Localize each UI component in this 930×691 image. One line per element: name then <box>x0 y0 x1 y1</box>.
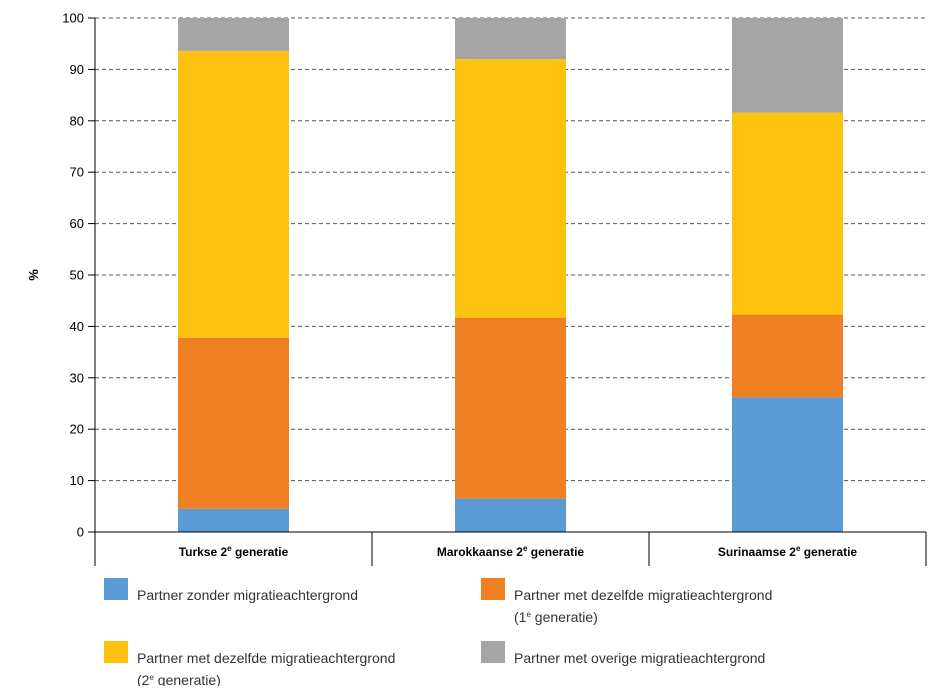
legend-swatch <box>481 578 505 600</box>
y-axis-label: % <box>26 269 41 281</box>
bar-segment <box>455 59 566 318</box>
y-tick-label: 60 <box>70 216 84 231</box>
bar-segment <box>178 18 289 51</box>
legend-swatch <box>104 578 128 600</box>
y-tick-label: 80 <box>70 113 84 128</box>
bar-segment <box>455 317 566 499</box>
bar-segment <box>455 498 566 532</box>
y-tick-label: 50 <box>70 268 84 283</box>
y-tick-label: 10 <box>70 473 84 488</box>
y-tick-label: 40 <box>70 319 84 334</box>
bar-segment <box>178 508 289 532</box>
legend-swatch <box>104 641 128 663</box>
y-tick-label: 30 <box>70 370 84 385</box>
x-tick-label: Turkse 2e generatie <box>179 544 289 559</box>
bar-segment <box>732 112 843 315</box>
bar-segment <box>732 314 843 398</box>
x-tick-label: Surinaamse 2e generatie <box>718 544 858 559</box>
bar-segment <box>178 337 289 509</box>
x-tick-label: Marokkaanse 2e generatie <box>437 544 585 559</box>
legend-label: (2e generatie) <box>137 672 221 686</box>
y-tick-label: 20 <box>70 422 84 437</box>
bar-segment <box>178 50 289 338</box>
legend-label: Partner met dezelfde migratieachtergrond <box>137 650 395 666</box>
bar-segment <box>455 18 566 60</box>
legend-label: Partner met overige migratieachtergrond <box>514 650 765 666</box>
y-tick-label: 70 <box>70 165 84 180</box>
y-tick-label: 0 <box>77 525 84 540</box>
y-tick-label: 100 <box>62 11 84 26</box>
bar-segment <box>732 397 843 532</box>
y-tick-label: 90 <box>70 62 84 77</box>
legend-swatch <box>481 641 505 663</box>
legend-label: Partner met dezelfde migratieachtergrond <box>514 587 772 603</box>
bar-segment <box>732 18 843 113</box>
legend-label: Partner zonder migratieachtergrond <box>137 587 358 603</box>
legend-label: (1e generatie) <box>514 609 598 625</box>
